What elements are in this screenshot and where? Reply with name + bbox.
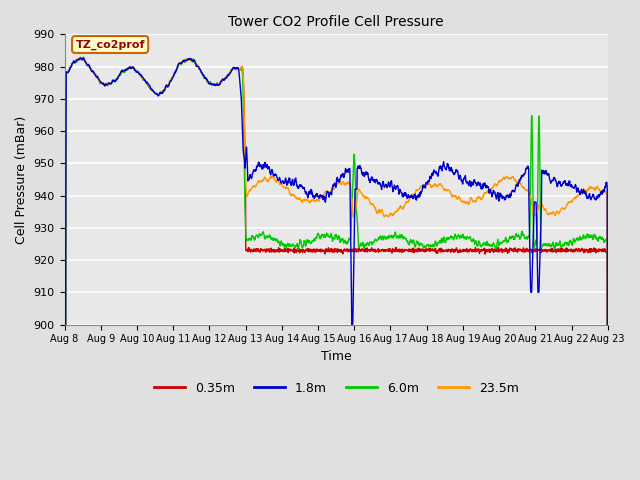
- Y-axis label: Cell Pressure (mBar): Cell Pressure (mBar): [15, 115, 28, 243]
- X-axis label: Time: Time: [321, 350, 351, 363]
- Title: Tower CO2 Profile Cell Pressure: Tower CO2 Profile Cell Pressure: [228, 15, 444, 29]
- Text: TZ_co2prof: TZ_co2prof: [76, 39, 145, 49]
- Legend: 0.35m, 1.8m, 6.0m, 23.5m: 0.35m, 1.8m, 6.0m, 23.5m: [148, 377, 524, 399]
